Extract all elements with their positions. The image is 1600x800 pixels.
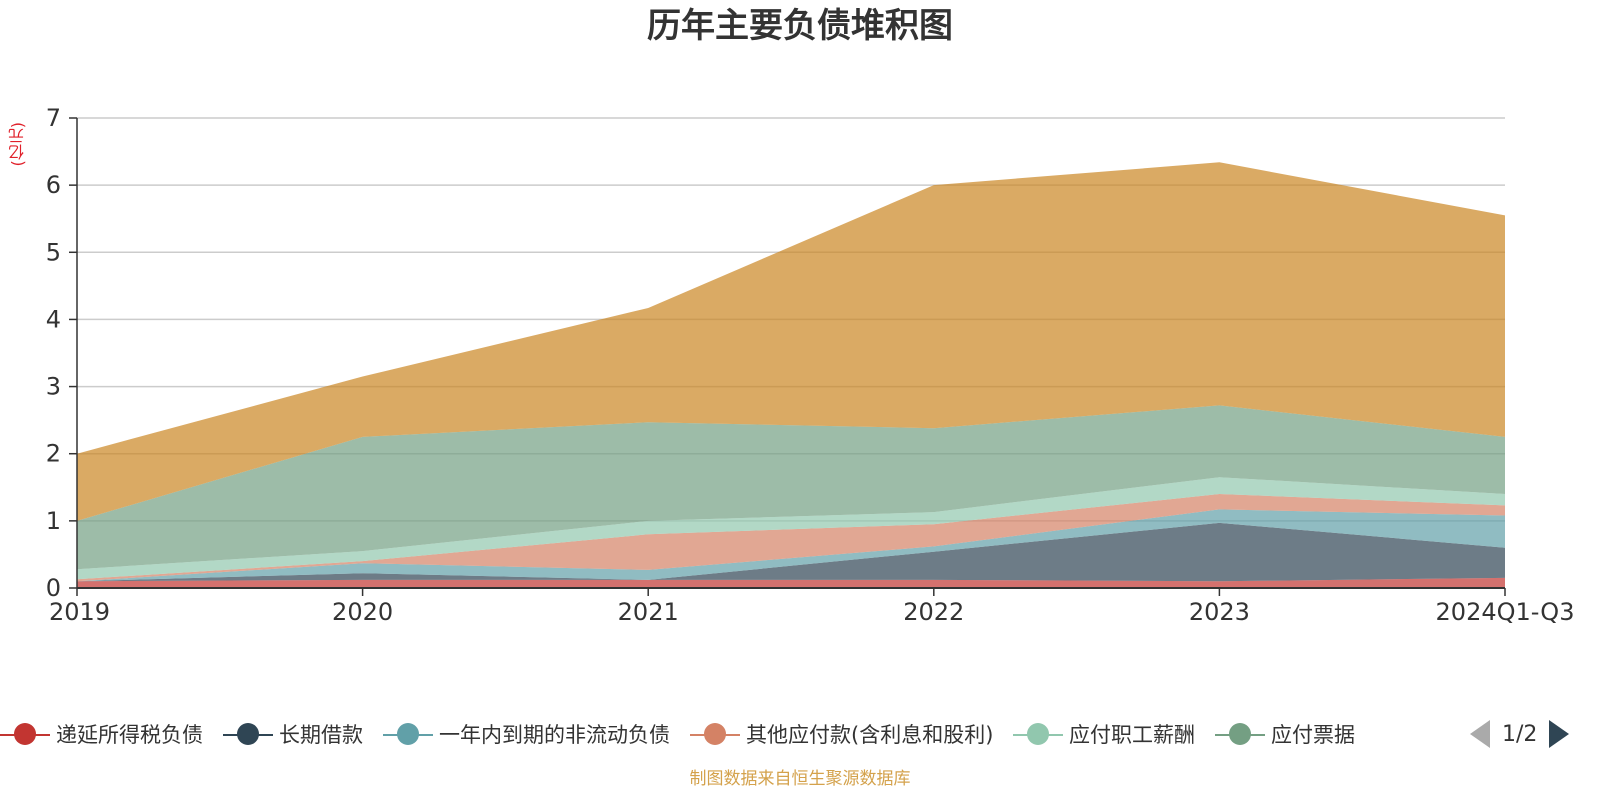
x-tick-label: 2019: [49, 598, 110, 626]
area-series: [77, 162, 1505, 588]
legend-page-indicator: 1/2: [1502, 721, 1538, 747]
legend-item-label: 长期借款: [279, 723, 363, 747]
y-tick-label: 1: [46, 507, 61, 535]
legend-marker-icon: [690, 716, 740, 752]
legend-item[interactable]: 其他应付款(含利息和股利): [690, 716, 993, 752]
x-tick-label: 2020: [332, 598, 393, 626]
legend-prev-page-icon[interactable]: [1470, 720, 1490, 748]
area-series-1[interactable]: [77, 522, 1505, 582]
area-series-2[interactable]: [77, 509, 1505, 582]
y-tick-label: 7: [46, 104, 61, 132]
legend-next-page-icon[interactable]: [1549, 720, 1570, 748]
legend-marker-icon: [1215, 716, 1265, 752]
legend-item[interactable]: 应付票据: [1215, 716, 1355, 752]
area-series-4[interactable]: [77, 477, 1505, 580]
area-series-5[interactable]: [77, 405, 1505, 570]
chart-title: 历年主要负债堆积图: [647, 6, 953, 46]
legend-item[interactable]: 一年内到期的非流动负债: [383, 716, 670, 752]
legend-items: 递延所得税负债 长期借款 一年内到期的非流动负债 其他应付款(含利息和股利) 应付职工薪…: [0, 716, 1460, 752]
legend-item-label: 应付票据: [1271, 723, 1355, 747]
legend: 递延所得税负债 长期借款 一年内到期的非流动负债 其他应付款(含利息和股利) 应付职工薪…: [0, 716, 1600, 752]
y-tick-label: 4: [46, 305, 61, 333]
tick-labels: 0 1 2 3 4 5 6 7 2019 2020 2021 2022 2023 2024Q1-Q3: [46, 104, 1575, 626]
legend-item-label: 其他应付款(含利息和股利): [746, 723, 994, 747]
y-tick-label: 6: [46, 171, 61, 199]
legend-item-label: 递延所得税负债: [56, 723, 203, 747]
y-tick-label: 3: [46, 373, 61, 401]
x-tick-label: 2024Q1-Q3: [1436, 598, 1575, 626]
stacked-area-chart: 0 1 2 3 4 5 6 7 2019 2020 2021 2022 2023 2024Q1-Q3: [46, 104, 1575, 626]
legend-item[interactable]: 应付职工薪酬: [1013, 716, 1195, 752]
area-series-6[interactable]: [77, 162, 1505, 521]
legend-item-label: 一年内到期的非流动负债: [439, 723, 670, 747]
legend-item[interactable]: 递延所得税负债: [0, 716, 203, 752]
legend-pager: 1/2: [1470, 716, 1570, 752]
y-tick-label: 0: [46, 574, 61, 602]
x-tick-label: 2022: [903, 598, 964, 626]
legend-item-label: 应付职工薪酬: [1069, 723, 1195, 747]
x-tick-label: 2021: [618, 598, 679, 626]
legend-marker-icon: [1013, 716, 1063, 752]
y-tick-label: 2: [46, 440, 61, 468]
legend-marker-icon: [223, 716, 273, 752]
x-tick-label: 2023: [1189, 598, 1250, 626]
legend-marker-icon: [0, 716, 50, 752]
source-note: 制图数据来自恒生聚源数据库: [689, 769, 911, 789]
legend-item[interactable]: 长期借款: [223, 716, 363, 752]
area-series-0[interactable]: [77, 577, 1505, 588]
area-series-3[interactable]: [77, 494, 1505, 582]
axes: [69, 117, 1506, 596]
y-tick-label: 5: [46, 238, 61, 266]
legend-marker-icon: [383, 716, 433, 752]
